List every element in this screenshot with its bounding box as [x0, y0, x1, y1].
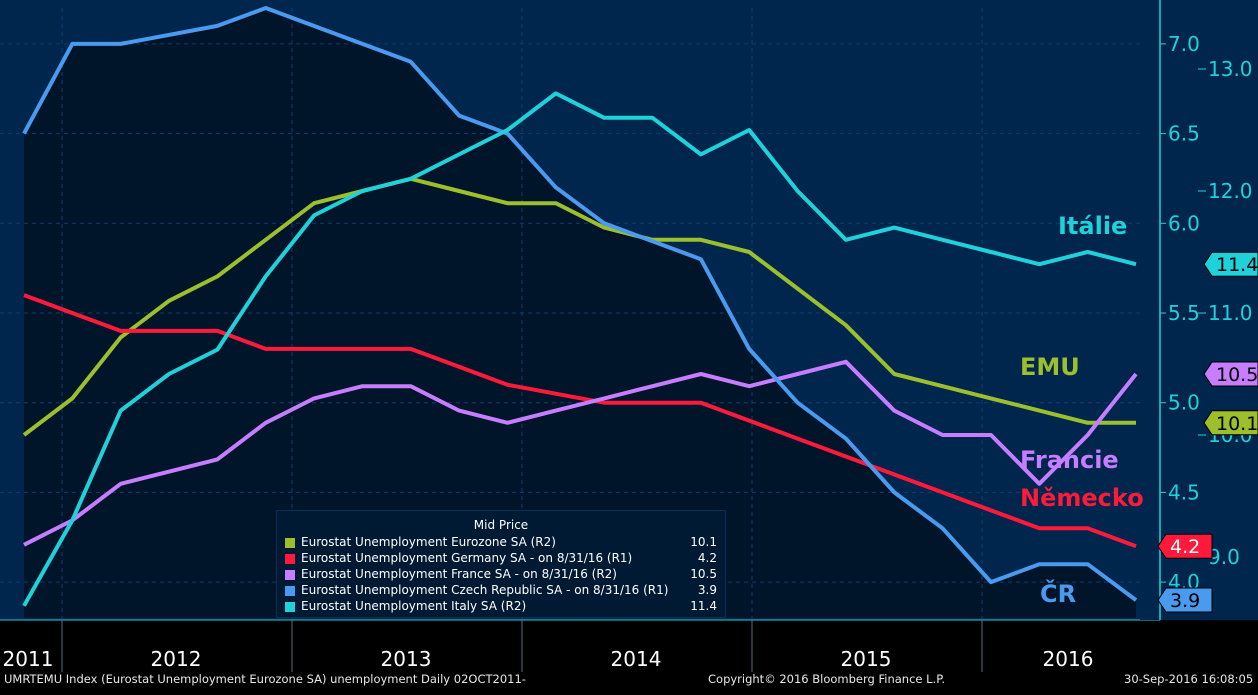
- legend-value: 11.4: [690, 599, 717, 613]
- series-layer: [22, 6, 1138, 607]
- r1-tick-label: 7.0: [1168, 32, 1200, 56]
- footer-left: UMRTEMU Index (Eurostat Unemployment Eur…: [4, 672, 526, 686]
- r1-tick-label: 6.5: [1168, 122, 1200, 146]
- last-value-badge: [1157, 533, 1213, 559]
- legend-row-france: Eurostat Unemployment France SA - on 8/3…: [285, 567, 717, 583]
- x-tick-label: 2016: [1043, 647, 1094, 671]
- legend-swatch: [285, 554, 295, 564]
- series-line-2: [23, 359, 1138, 547]
- r2-tick-label: 11.0: [1208, 301, 1253, 325]
- last-value-text: 4.2: [1170, 536, 1200, 558]
- label-francie: Francie: [1020, 446, 1119, 474]
- x-tick-label: 2011: [3, 647, 54, 671]
- last-value-badge: [1203, 410, 1258, 436]
- legend-label: Eurostat Unemployment Germany SA - on 8/…: [301, 551, 633, 565]
- legend-title: Mid Price: [473, 518, 529, 532]
- label-emu: EMU: [1020, 353, 1080, 381]
- x-tick-label: 2015: [841, 647, 892, 671]
- legend-box: Mid Price Eurostat Unemployment Eurozone…: [276, 510, 726, 618]
- series-line-1: [23, 293, 1137, 549]
- r2-tick-label: 12.0: [1208, 179, 1253, 203]
- x-tick-label: 2012: [151, 647, 202, 671]
- series-line-3: [22, 6, 1138, 602]
- x-tick-label: 2014: [611, 647, 662, 671]
- last-value-text: 3.9: [1170, 590, 1200, 612]
- last-value-badge: [1157, 587, 1213, 613]
- legend-label: Eurostat Unemployment Czech Republic SA …: [301, 583, 669, 597]
- legend-row-czech: Eurostat Unemployment Czech Republic SA …: [285, 583, 717, 599]
- legend-row-italy: Eurostat Unemployment Italy SA (R2) 11.4: [285, 599, 717, 615]
- label-nemecko: Německo: [1020, 484, 1144, 512]
- r2-tick-label: 9.0: [1208, 545, 1240, 569]
- legend-swatch: [285, 586, 295, 596]
- last-value-badge: [1203, 251, 1258, 277]
- series-line-4: [22, 91, 1137, 607]
- legend-value: 3.9: [697, 583, 717, 597]
- r2-tick-label: 13.0: [1208, 57, 1253, 81]
- r1-tick-label: 4.5: [1168, 480, 1200, 504]
- last-value-text: 11.4: [1216, 254, 1258, 276]
- legend-value: 4.2: [697, 551, 717, 565]
- label-italie: Itálie: [1058, 212, 1127, 240]
- legend-value: 10.5: [690, 567, 717, 581]
- footer-center: Copyright© 2016 Bloomberg Finance L.P.: [708, 672, 945, 686]
- legend-label: Eurostat Unemployment Eurozone SA (R2): [301, 535, 556, 549]
- x-tick-label: 2013: [381, 647, 432, 671]
- legend-value: 10.1: [690, 535, 717, 549]
- series-labels-layer: Itálie EMU Francie Německo ČR: [1020, 212, 1144, 608]
- legend-row-germany: Eurostat Unemployment Germany SA - on 8/…: [285, 551, 717, 567]
- footer-right: 30-Sep-2016 16:08:05: [1124, 672, 1254, 686]
- last-value-badges: 11.4 10.5 10.1 4.2 3.9: [1157, 251, 1258, 613]
- r1-tick-label: 6.0: [1168, 211, 1200, 235]
- r1-tick-label: 5.0: [1168, 391, 1200, 415]
- legend-row-emu: Eurostat Unemployment Eurozone SA (R2) 1…: [285, 535, 717, 551]
- legend-swatch: [285, 602, 295, 612]
- label-cr: ČR: [1040, 578, 1076, 608]
- legend-label: Eurostat Unemployment Italy SA (R2): [301, 599, 527, 613]
- legend-swatch: [285, 570, 295, 580]
- last-value-text: 10.1: [1216, 413, 1258, 435]
- r1-tick-label: 5.5: [1168, 301, 1200, 325]
- series-line-0: [22, 176, 1136, 437]
- last-value-text: 10.5: [1216, 364, 1258, 386]
- last-value-badge: [1203, 361, 1258, 387]
- x-axis-band: [0, 620, 1258, 690]
- legend-label: Eurostat Unemployment France SA - on 8/3…: [301, 567, 617, 581]
- legend-swatch: [285, 538, 295, 548]
